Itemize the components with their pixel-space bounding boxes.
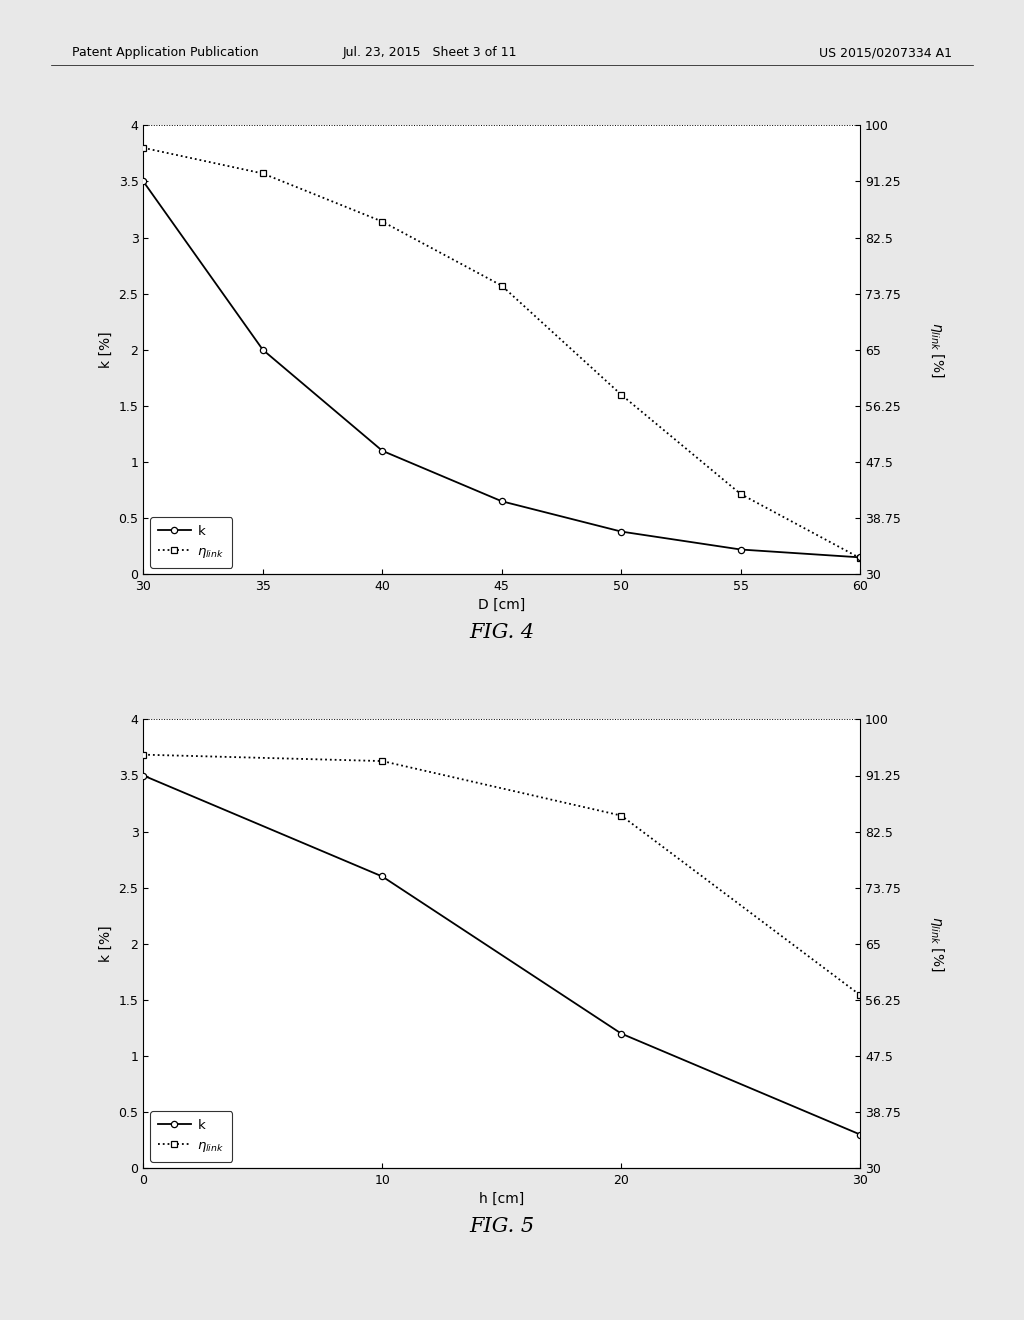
Y-axis label: k [%]: k [%] [99, 331, 113, 368]
Text: $\eta_{link}$ [%]: $\eta_{link}$ [%] [928, 322, 946, 378]
Legend: k, $\eta_{link}$: k, $\eta_{link}$ [150, 517, 232, 568]
X-axis label: D [cm]: D [cm] [478, 598, 525, 612]
Text: $\eta_{link}$ [%]: $\eta_{link}$ [%] [928, 916, 946, 972]
Text: Jul. 23, 2015   Sheet 3 of 11: Jul. 23, 2015 Sheet 3 of 11 [343, 46, 517, 59]
Legend: k, $\eta_{link}$: k, $\eta_{link}$ [150, 1111, 232, 1162]
Text: Patent Application Publication: Patent Application Publication [72, 46, 258, 59]
Text: FIG. 5: FIG. 5 [469, 1217, 535, 1236]
Text: US 2015/0207334 A1: US 2015/0207334 A1 [819, 46, 952, 59]
X-axis label: h [cm]: h [cm] [479, 1192, 524, 1206]
Text: FIG. 4: FIG. 4 [469, 623, 535, 642]
Y-axis label: k [%]: k [%] [99, 925, 113, 962]
